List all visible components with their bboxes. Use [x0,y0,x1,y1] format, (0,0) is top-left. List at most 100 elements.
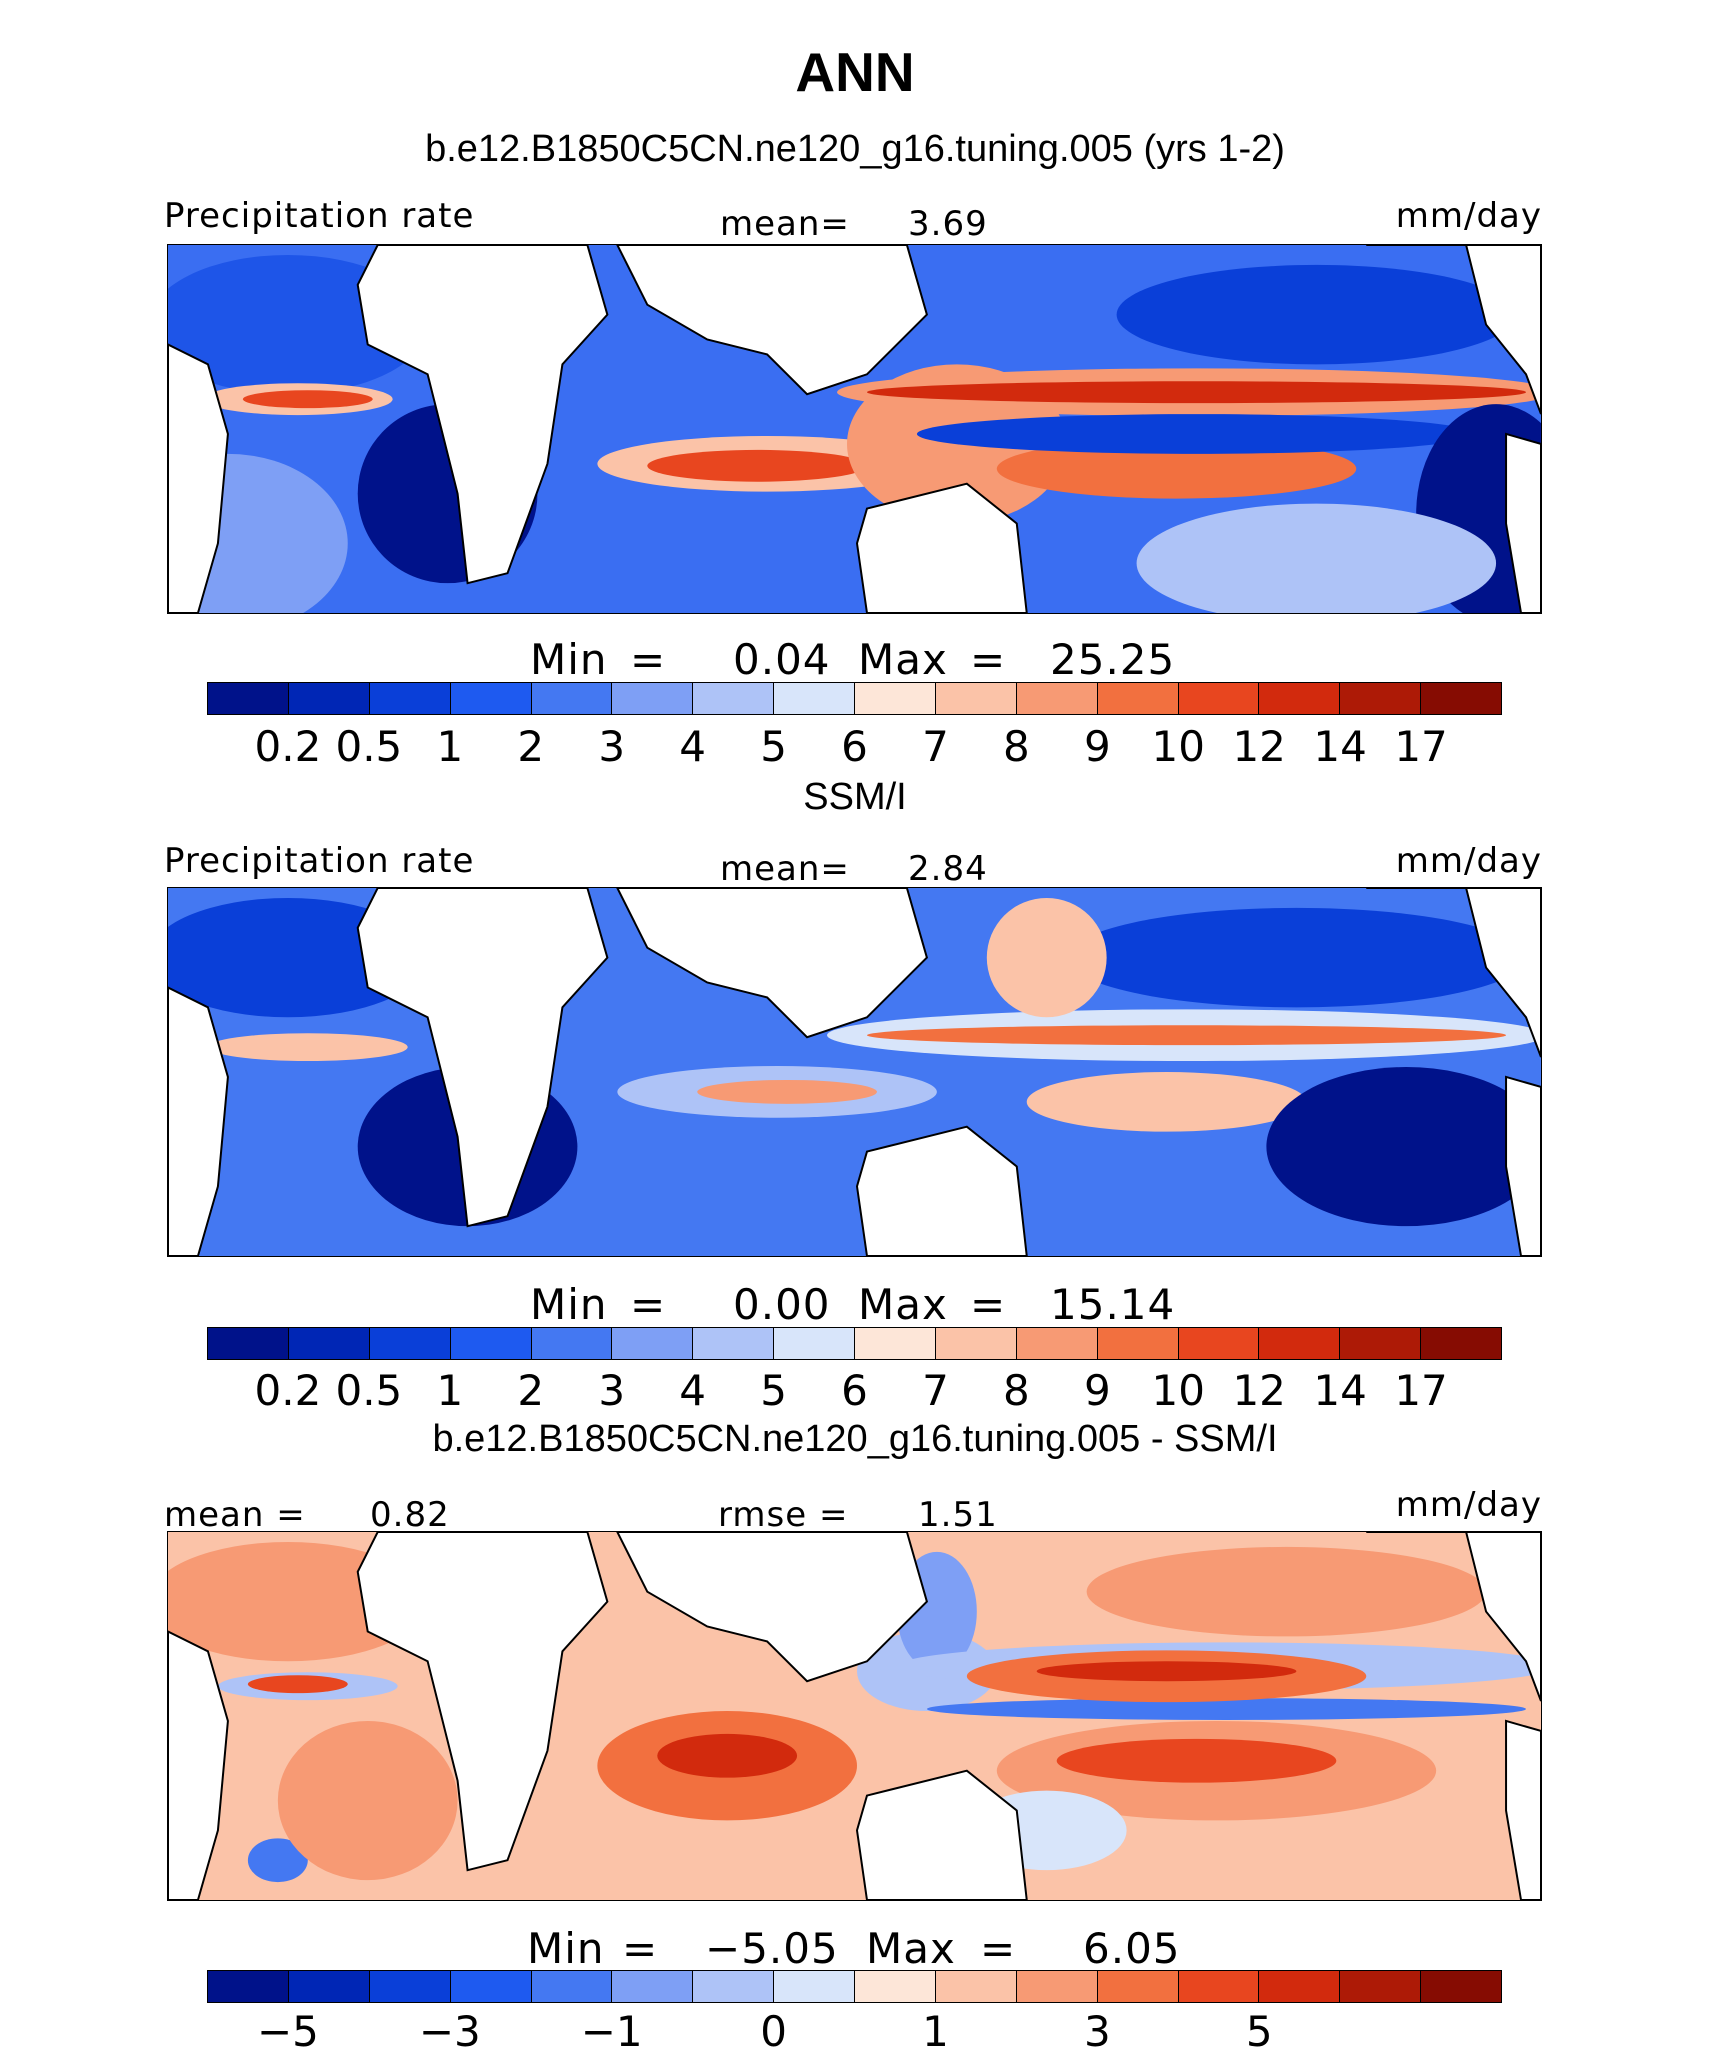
panel2-mean-value: 2.84 [908,849,988,889]
panel2-continent [356,888,609,1228]
colorbar-tick-label: 6 [841,722,868,771]
panel1-max-value: 25.25 [1050,635,1176,684]
colorbar-tick-label: 10 [1151,722,1205,771]
panel3-continent [1366,1532,1541,1702]
colorbar-tick-label: 3 [598,722,626,771]
colorbar-segment [531,683,613,714]
colorbar-segment [369,1971,451,2002]
colorbar-tick-label: 10 [1151,1366,1205,1415]
colorbar-tick-label: 12 [1232,1366,1286,1415]
colorbar-tick-label: 8 [1003,1366,1030,1415]
panel2-continent [855,1125,1028,1256]
panel2-min-value: 0.00 [733,1280,831,1329]
colorbar-tick-label: 14 [1313,1366,1367,1415]
colorbar-tick-label: 6 [841,1366,868,1415]
colorbar-tick-label: 1 [922,2007,949,2056]
colorbar-segment [1259,1328,1341,1359]
colorbar-tick-label: 0.2 [254,722,322,771]
colorbar-tick-label: 1 [436,722,464,771]
colorbar-segment [1016,1328,1098,1359]
panel3-mean-value: 0.82 [370,1495,450,1535]
colorbar-segment [855,1328,936,1359]
panel2-max-eq: = [970,1280,1007,1329]
panel1-variable-label: Precipitation rate [164,196,475,236]
panel1-field-patch [242,390,373,409]
colorbar-segment [208,1971,289,2002]
colorbar-tick-label: 2 [517,1366,545,1415]
colorbar-segment [693,1328,775,1359]
panel1-field-patch [647,449,867,482]
panel1-continent [1366,245,1541,415]
panel3-min-value: −5.05 [705,1924,839,1973]
panel2-continent [1366,888,1541,1058]
panel3-min-eq: = [622,1924,659,1973]
colorbar-tick-label: 4 [679,722,706,771]
panel3-field-patch [1056,1738,1337,1783]
colorbar-segment [693,683,775,714]
panel1-min-eq: = [630,635,667,684]
panel2-field-patch [1066,907,1527,1008]
colorbar-segment [774,1328,855,1359]
panel3-rmse-label: rmse = [718,1495,849,1535]
panel3-max-eq: = [980,1924,1017,1973]
colorbar-segment [935,683,1017,714]
colorbar-segment [1259,683,1341,714]
panel3-max-label: Max [866,1924,956,1973]
colorbar-tick-label: 0.5 [335,1366,403,1415]
colorbar-tick-label: 9 [1083,1366,1111,1415]
colorbar-segment [208,683,289,714]
colorbar-segment [1340,1971,1422,2002]
panel1-continent [168,343,229,613]
colorbar-segment [855,683,936,714]
panel3-map-svg [168,1532,1541,1900]
panel3-continent [356,1532,609,1872]
colorbar-segment [1421,683,1501,714]
colorbar-segment [1016,1971,1098,2002]
panel2-mean-label: mean= [720,849,850,889]
colorbar-segment [1259,1971,1341,2002]
panel1-continent [616,245,929,396]
colorbar-tick-label: 0 [760,2007,787,2056]
panel2-max-label: Max [858,1280,948,1329]
panel3-field-patch [1086,1546,1487,1637]
colorbar-tick-label: 5 [760,1366,787,1415]
panel2-field-patch [697,1079,877,1104]
panel2-field-patch [1026,1072,1307,1132]
panel2-colorbar [207,1327,1502,1360]
colorbar-segment [1178,1328,1260,1359]
colorbar-segment [1421,1971,1501,2002]
panel2-map [167,887,1542,1257]
panel2-min-eq: = [630,1280,667,1329]
panel3-rmse-value: 1.51 [918,1495,998,1535]
panel3-continent [1505,1719,1541,1900]
colorbar-segment [450,1971,532,2002]
panel2-min-label: Min [530,1280,608,1329]
panel2-max-value: 15.14 [1050,1280,1176,1329]
panel2-field-patch [1266,1067,1541,1227]
panel1-map-svg [168,245,1541,613]
colorbar-tick-label: 14 [1313,722,1367,771]
panel3-field-patch [926,1698,1527,1720]
colorbar-segment [1178,1971,1260,2002]
colorbar-tick-label: 0.2 [254,1366,322,1415]
colorbar-tick-label: 5 [1245,2007,1273,2056]
colorbar-tick-label: 2 [517,722,545,771]
colorbar-segment [369,683,451,714]
panel1-units: mm/day [1395,196,1542,236]
colorbar-segment [1097,1328,1179,1359]
colorbar-segment [288,1971,370,2002]
colorbar-segment [531,1328,613,1359]
colorbar-tick-label: 12 [1232,722,1286,771]
colorbar-segment [855,1971,936,2002]
panel2-continent [616,888,929,1039]
panel2-field-patch [207,1033,408,1062]
panel2-continent [168,986,229,1256]
panel3-field-patch [247,1675,348,1694]
colorbar-tick-label: 7 [922,722,949,771]
colorbar-segment [612,1971,694,2002]
panel1-min-value: 0.04 [733,635,831,684]
colorbar-tick-label: 7 [922,1366,949,1415]
colorbar-segment [612,683,694,714]
panel3-max-value: 6.05 [1083,1924,1181,1973]
colorbar-segment [1340,683,1422,714]
